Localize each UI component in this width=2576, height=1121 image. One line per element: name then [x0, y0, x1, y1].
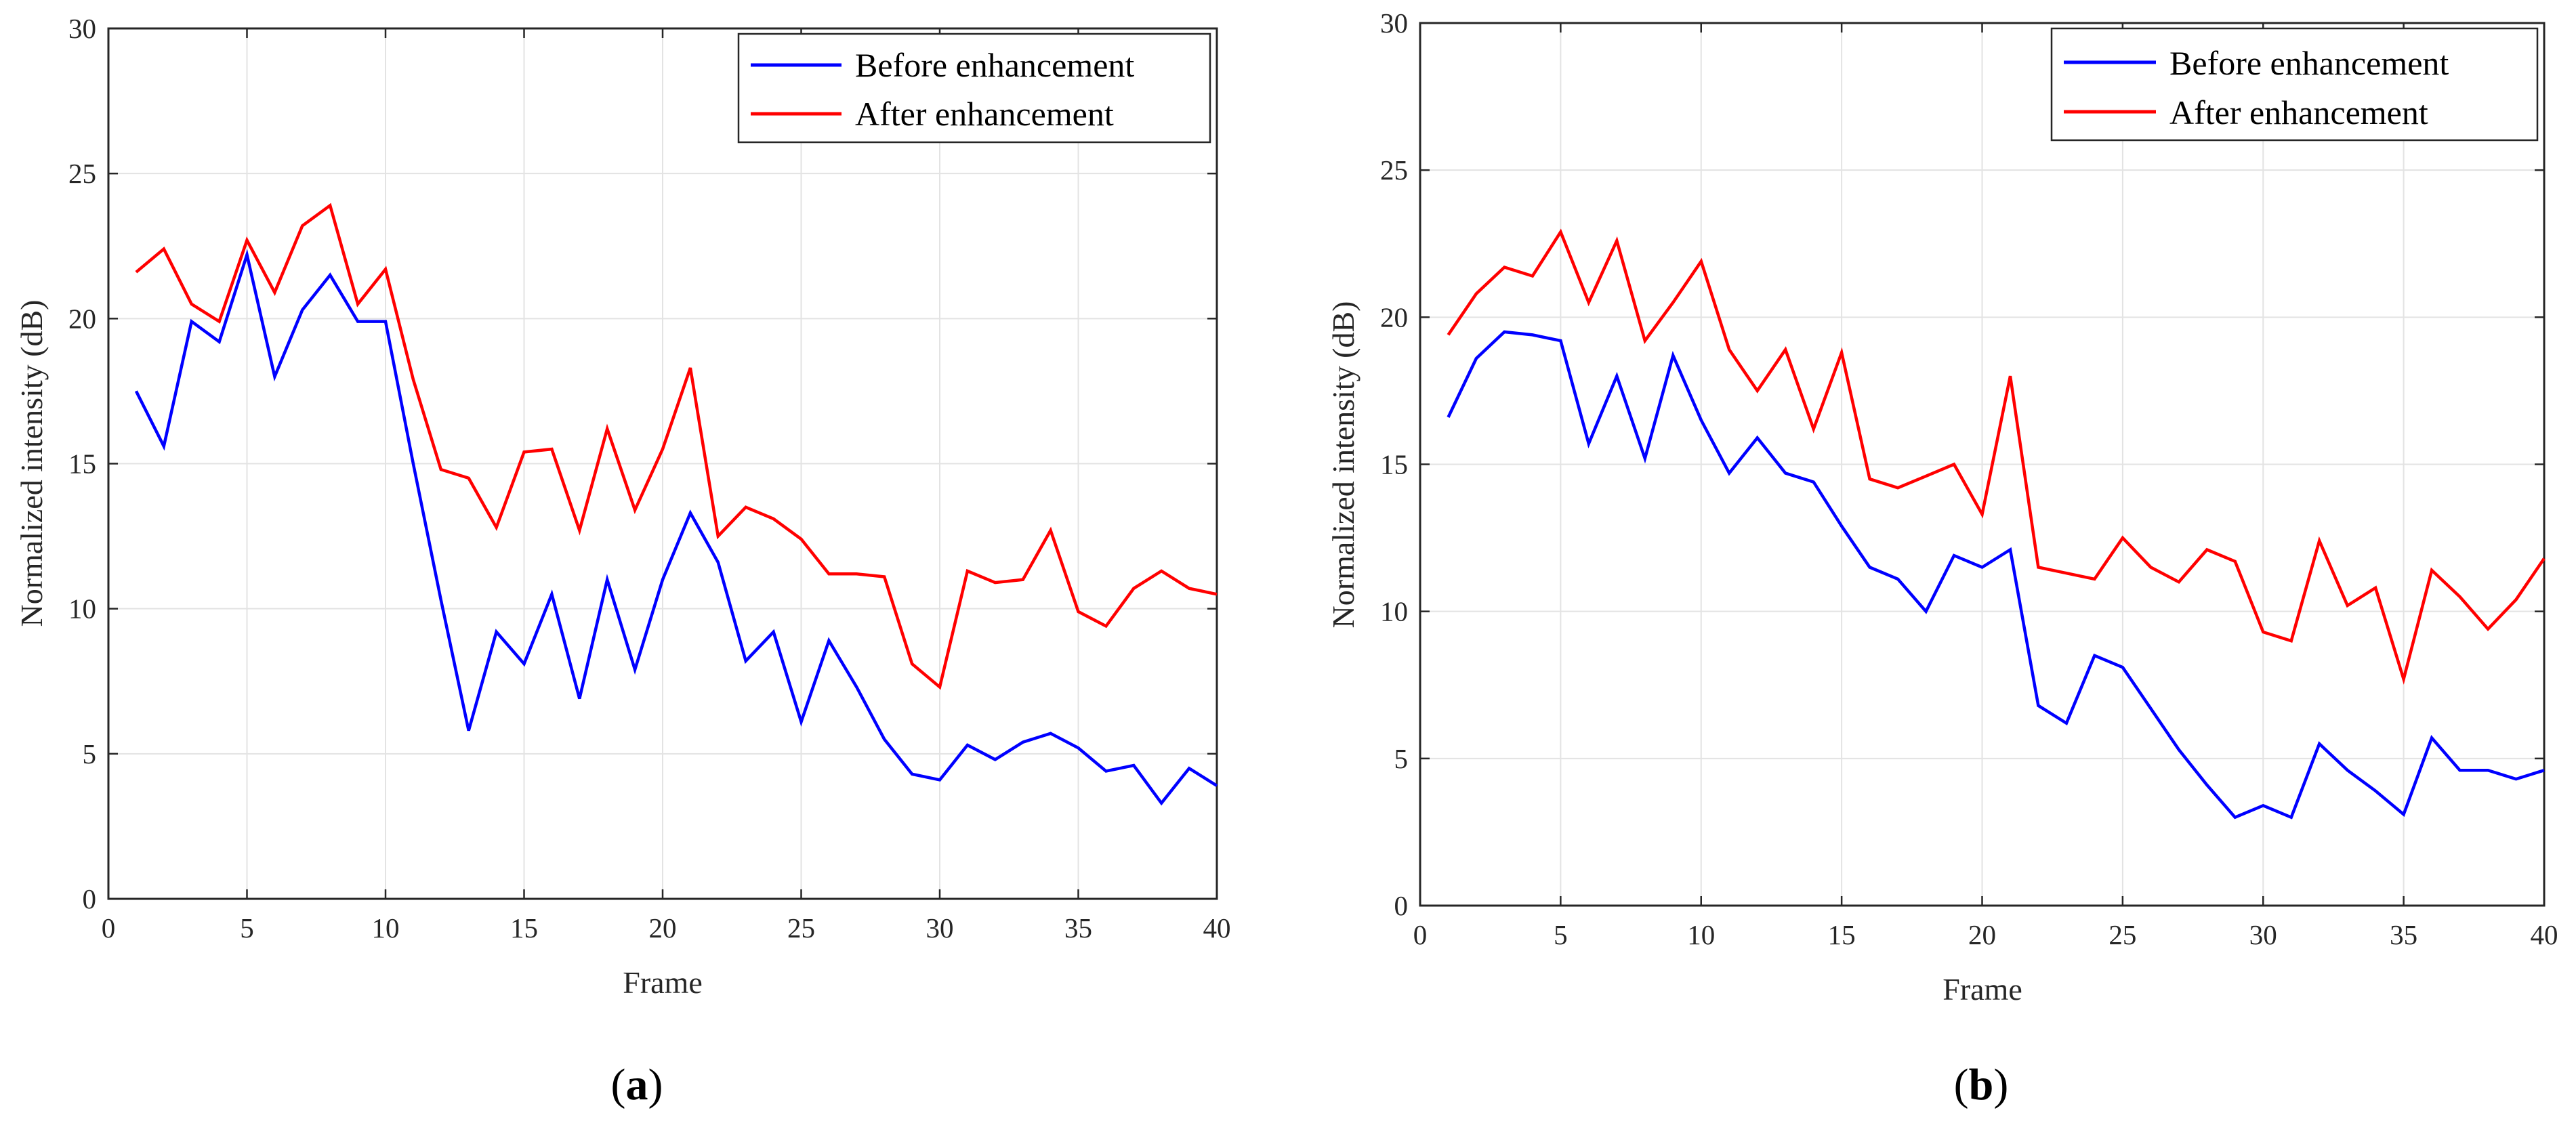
y-axis-label-b: Normalized intensity (dB) [1326, 301, 1360, 629]
y-tick-label-a: 0 [83, 883, 97, 914]
legend-b: Before enhancement After enhancement [2050, 27, 2539, 142]
x-tick-label-b: 30 [2249, 919, 2277, 950]
x-tick-label-b: 5 [1554, 919, 1568, 950]
y-tick-label-a: 15 [68, 448, 96, 480]
legend-label-after-b: After enhancement [2169, 93, 2428, 131]
x-tick-label-a: 10 [372, 912, 400, 944]
y-tick-label-b: 15 [1380, 449, 1408, 480]
legend-label-after-a: After enhancement [855, 95, 1114, 133]
caption-a-text: (a) [611, 1060, 663, 1109]
x-axis-label-a: Frame [623, 965, 703, 1000]
caption-b-text: (b) [1954, 1060, 2009, 1109]
y-tick-label-b: 10 [1380, 596, 1408, 627]
chart-panel-a: 0 5 10 15 20 25 30 35 40 0 5 10 15 20 25 30 Before enha… [14, 13, 1231, 1000]
y-tick-label-a: 10 [68, 593, 96, 625]
x-tick-label-b: 0 [1413, 919, 1428, 950]
y-tick-label-a: 25 [68, 158, 96, 189]
legend-label-before-a: Before enhancement [855, 46, 1134, 84]
x-tick-label-b: 40 [2531, 919, 2558, 950]
y-tick-label-a: 20 [68, 303, 96, 334]
y-tick-label-b: 20 [1380, 301, 1408, 333]
y-tick-label-b: 25 [1380, 154, 1408, 186]
x-tick-label-b: 15 [1828, 919, 1856, 950]
y-tick-label-b: 30 [1380, 7, 1408, 39]
chart-panel-b: 0 5 10 15 20 25 30 35 40 0 5 10 15 20 25 30 Before enha… [1326, 7, 2558, 1007]
series-line-before-enhancement-b [1447, 330, 2545, 820]
series-a [134, 203, 1218, 806]
legend-label-before-b: Before enhancement [2169, 44, 2449, 82]
caption-b: (b) [1954, 1060, 2009, 1109]
y-tick-label-b: 5 [1394, 743, 1409, 774]
x-tick-label-a: 20 [649, 912, 677, 944]
y-tick-label-a: 5 [83, 738, 97, 769]
legend-box-b [2050, 27, 2539, 142]
ticks-b: 0 5 10 15 20 25 30 35 40 0 5 10 15 20 25 30 [1380, 7, 2558, 950]
series-b [1447, 228, 2546, 820]
x-tick-label-a: 30 [926, 912, 954, 944]
x-axis-label-b: Frame [1943, 972, 2022, 1007]
ticks-a: 0 5 10 15 20 25 30 35 40 0 5 10 15 20 25 30 [68, 13, 1231, 944]
x-tick-label-a: 15 [510, 912, 538, 944]
caption-a: (a) [611, 1060, 663, 1109]
series-line-after-enhancement-b [1447, 228, 2546, 685]
x-tick-label-a: 0 [102, 912, 116, 944]
series-line-before-enhancement-a [134, 249, 1218, 806]
x-tick-label-b: 10 [1687, 919, 1715, 950]
series-line-after-enhancement-a [135, 203, 1218, 690]
x-tick-label-a: 5 [240, 912, 254, 944]
x-tick-label-a: 35 [1064, 912, 1092, 944]
legend-box-a [737, 33, 1211, 144]
y-tick-label-b: 0 [1394, 890, 1409, 921]
legend-a: Before enhancement After enhancement [737, 33, 1211, 144]
x-tick-label-a: 25 [787, 912, 815, 944]
y-axis-label-a: Normalized intensity (dB) [14, 300, 49, 627]
y-tick-label-a: 30 [68, 13, 96, 44]
x-tick-label-b: 25 [2108, 919, 2136, 950]
x-tick-label-b: 20 [1968, 919, 1996, 950]
x-tick-label-b: 35 [2390, 919, 2417, 950]
x-tick-label-a: 40 [1203, 912, 1231, 944]
